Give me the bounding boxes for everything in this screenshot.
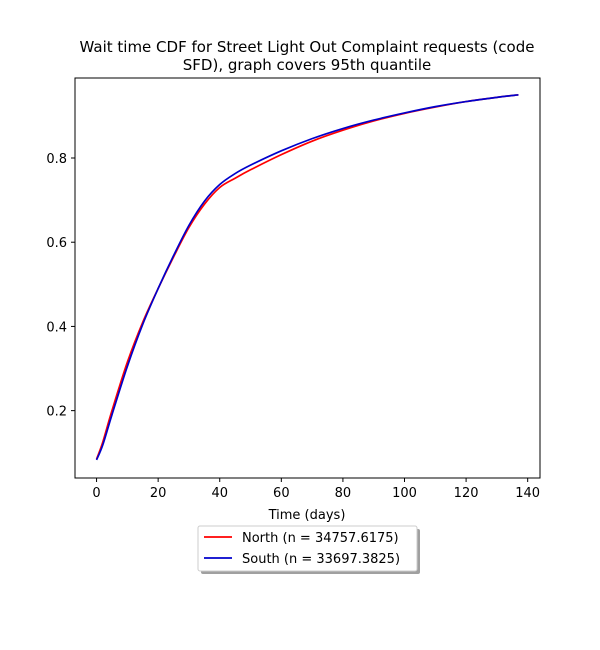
x-tick-label: 100 bbox=[392, 486, 417, 501]
x-tick-label: 20 bbox=[150, 486, 167, 501]
x-tick-label: 0 bbox=[92, 486, 100, 501]
series-line-south bbox=[95, 93, 519, 461]
legend: North (n = 34757.6175) South (n = 33697.… bbox=[197, 525, 420, 574]
plot-area bbox=[74, 77, 541, 479]
x-tick-label: 40 bbox=[211, 486, 228, 501]
x-axis-label: Time (days) bbox=[268, 508, 346, 523]
x-tick-label: 60 bbox=[273, 486, 290, 501]
legend-box bbox=[197, 525, 418, 572]
legend-label-north: North (n = 34757.6175) bbox=[242, 531, 399, 546]
y-axis-ticks: 0.2 0.4 0.6 0.8 bbox=[46, 152, 75, 420]
chart-title: Wait time CDF for Street Light Out Compl… bbox=[80, 38, 535, 74]
chart-title-line-2: SFD), graph covers 95th quantile bbox=[183, 56, 431, 74]
y-tick-label: 0.6 bbox=[46, 236, 67, 251]
series-layer bbox=[95, 93, 519, 461]
chart-title-line-1: Wait time CDF for Street Light Out Compl… bbox=[80, 38, 535, 56]
y-tick-label: 0.8 bbox=[46, 152, 67, 167]
x-tick-label: 120 bbox=[454, 486, 479, 501]
legend-label-south: South (n = 33697.3825) bbox=[242, 552, 400, 567]
x-tick-label: 140 bbox=[515, 486, 540, 501]
y-tick-label: 0.4 bbox=[46, 320, 67, 335]
y-tick-label: 0.2 bbox=[46, 405, 67, 420]
x-axis-ticks: 0 20 40 60 80 100 120 140 bbox=[92, 478, 540, 501]
x-tick-label: 80 bbox=[335, 486, 352, 501]
